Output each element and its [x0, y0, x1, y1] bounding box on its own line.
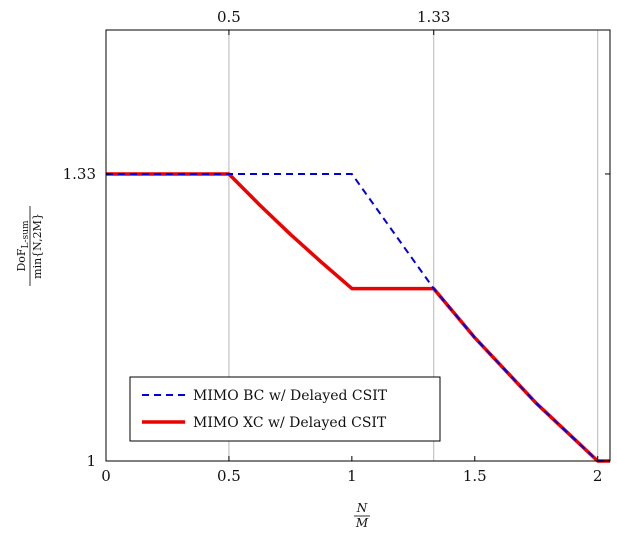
x-tick-label-top-0: 0.5 — [217, 8, 241, 26]
x-label-numerator: N — [356, 501, 368, 515]
x-tick-label-bottom-2: 1 — [347, 467, 357, 485]
y-tick-label-1: 1.33 — [63, 165, 96, 183]
y-axis-label: DoFL-sum min{N,2M} — [15, 206, 44, 286]
plot-frame — [105, 29, 611, 462]
x-tick-label-bottom-4: 2 — [593, 467, 603, 485]
series-group — [106, 172, 610, 463]
x-tick-label-bottom-1: 0.5 — [217, 467, 241, 485]
x-tick-label-bottom-0: 0 — [101, 467, 111, 485]
legend-box — [129, 376, 441, 442]
y-label-numerator-main: DoF — [15, 248, 28, 271]
x-tick-label-top-1: 1.33 — [417, 8, 450, 26]
y-label-numerator-sub: L-sum — [21, 220, 31, 248]
y-tick-label-0: 1 — [86, 452, 96, 470]
y-label-denominator: min{N,2M} — [31, 213, 44, 279]
x-tick-label-bottom-3: 1.5 — [463, 467, 487, 485]
tick-marks — [105, 30, 610, 462]
tick-labels: 0 0.5 1 1.5 2 0.5 1.33 1 1.33 — [63, 8, 603, 485]
y-label-rotated: DoFL-sum min{N,2M} — [15, 206, 44, 286]
legend: MIMO BC w/ Delayed CSIT MIMO XC w/ Delaye… — [129, 376, 441, 442]
legend-label-0: MIMO BC w/ Delayed CSIT — [193, 388, 388, 404]
x-axis-label: NM — [354, 501, 370, 530]
y-label-numerator: DoFL-sum — [15, 220, 31, 272]
legend-label-1: MIMO XC w/ Delayed CSIT — [193, 415, 387, 431]
x-label-denominator: M — [355, 516, 369, 530]
